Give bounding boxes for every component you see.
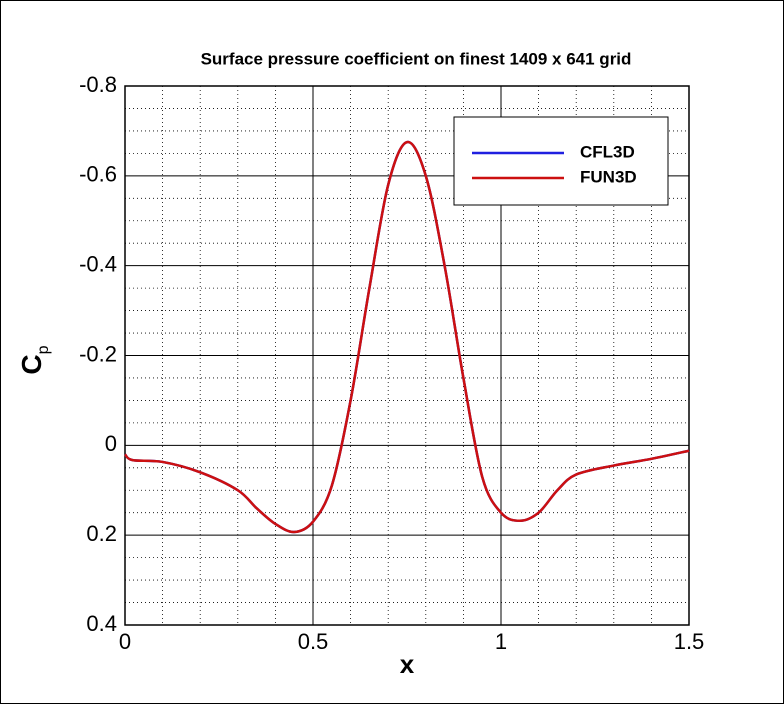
x-tick-label: 0.5	[298, 629, 329, 654]
plot-border	[124, 85, 690, 626]
y-tick-label: 0.2	[86, 521, 117, 546]
y-axis-label: Cp	[16, 345, 52, 374]
y-tick-label: -0.6	[79, 162, 117, 187]
x-tick-label: 1	[495, 629, 507, 654]
line-series	[124, 140, 690, 534]
y-label-sub: p	[35, 345, 52, 354]
x-axis-label: x	[400, 649, 415, 679]
y-tick-label: 0	[105, 431, 117, 456]
y-tick-label: 0.4	[86, 611, 117, 636]
y-label-main: C	[16, 354, 47, 374]
legend-label: CFL3D	[580, 142, 635, 161]
legend-box	[453, 116, 669, 206]
y-tick-label: -0.8	[79, 72, 117, 97]
x-tick-label: 1.5	[674, 629, 705, 654]
chart-title: Surface pressure coefficient on finest 1…	[201, 49, 632, 68]
x-tick-label: 0	[119, 629, 131, 654]
y-tick-label: -0.4	[79, 251, 117, 276]
legend-label: FUN3D	[580, 167, 637, 186]
y-tick-label: -0.2	[79, 341, 117, 366]
